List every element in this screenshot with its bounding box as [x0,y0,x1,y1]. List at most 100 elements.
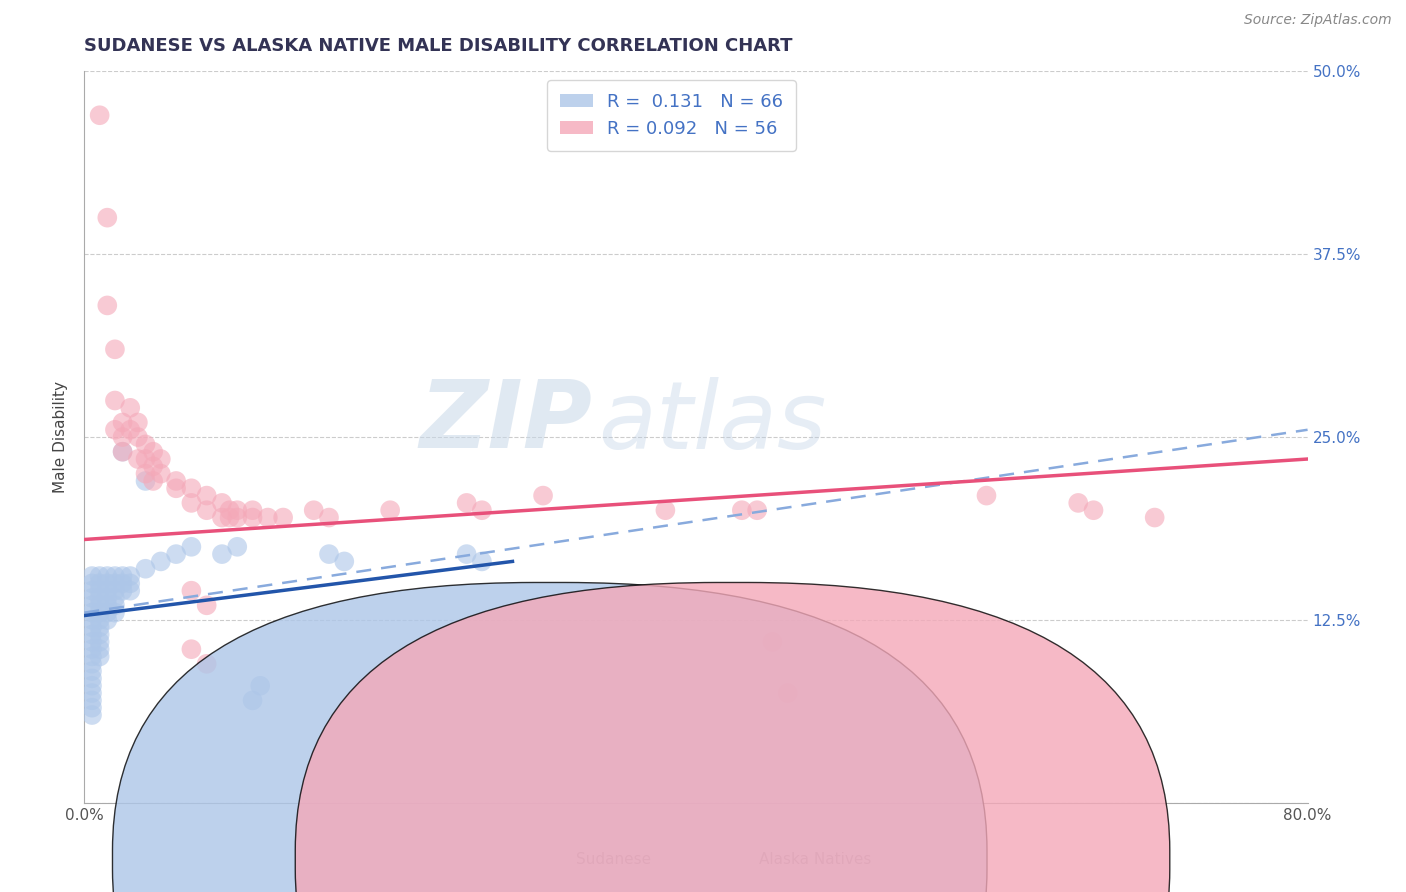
Point [165,481,187,495]
Point [89,606,111,620]
Point [80,708,103,723]
Point [318,510,340,524]
Point [120,401,142,415]
Point [211,496,233,510]
Point [89,569,111,583]
Point [195,657,218,671]
Point [318,547,340,561]
Point [654,503,676,517]
Text: Alaska Natives: Alaska Natives [759,853,872,867]
Point [111,444,134,458]
Text: atlas: atlas [598,377,827,468]
Point [120,569,142,583]
Point [80,672,103,686]
Point [96,298,118,312]
Point [135,452,157,467]
Point [89,635,111,649]
Point [80,657,103,671]
Point [142,459,165,474]
Point [89,613,111,627]
Point [96,576,118,591]
Point [1067,496,1090,510]
Point [127,416,149,430]
Point [165,547,187,561]
Point [218,510,240,524]
Point [89,620,111,634]
Point [249,679,271,693]
Point [80,649,103,664]
Point [142,444,165,458]
Point [302,503,325,517]
Text: SUDANESE VS ALASKA NATIVE MALE DISABILITY CORRELATION CHART: SUDANESE VS ALASKA NATIVE MALE DISABILIT… [84,37,793,54]
Point [226,503,249,517]
Point [135,474,157,488]
Text: Source: ZipAtlas.com: Source: ZipAtlas.com [1244,13,1392,28]
Point [89,583,111,598]
Point [195,489,218,503]
Point [456,547,478,561]
Point [531,489,554,503]
Point [96,211,118,225]
Point [135,467,157,481]
Point [80,642,103,657]
Point [80,576,103,591]
Point [471,554,494,568]
Point [135,437,157,451]
Point [89,591,111,605]
Point [111,444,134,458]
Point [135,562,157,576]
Legend: R =  0.131   N = 66, R = 0.092   N = 56: R = 0.131 N = 66, R = 0.092 N = 56 [547,80,796,151]
Point [142,474,165,488]
Point [226,540,249,554]
Point [1083,503,1105,517]
Point [180,496,202,510]
Point [104,343,127,357]
Point [80,591,103,605]
Point [1143,510,1166,524]
Point [104,599,127,613]
Point [195,599,218,613]
Point [456,496,478,510]
Point [218,503,240,517]
Point [149,452,172,467]
Point [380,503,402,517]
Text: Sudanese: Sudanese [576,853,651,867]
Point [761,635,783,649]
Point [111,416,134,430]
Point [111,583,134,598]
Point [80,613,103,627]
Point [226,510,249,524]
Y-axis label: Male Disability: Male Disability [53,381,69,493]
Point [120,583,142,598]
Point [242,510,264,524]
Point [242,503,264,517]
Point [96,569,118,583]
Point [731,503,754,517]
Point [80,664,103,678]
Point [80,606,103,620]
Point [747,503,769,517]
Point [89,108,111,122]
Point [96,599,118,613]
Point [80,700,103,714]
Point [96,583,118,598]
Point [180,583,202,598]
Point [80,693,103,707]
Point [80,627,103,641]
Point [104,423,127,437]
Point [180,642,202,657]
Point [104,569,127,583]
Point [89,642,111,657]
Point [80,599,103,613]
Point [211,547,233,561]
Point [195,503,218,517]
Point [149,467,172,481]
Point [96,613,118,627]
Point [96,606,118,620]
Point [104,591,127,605]
Point [471,503,494,517]
Point [80,686,103,700]
Point [111,569,134,583]
Point [257,510,280,524]
Point [180,481,202,495]
